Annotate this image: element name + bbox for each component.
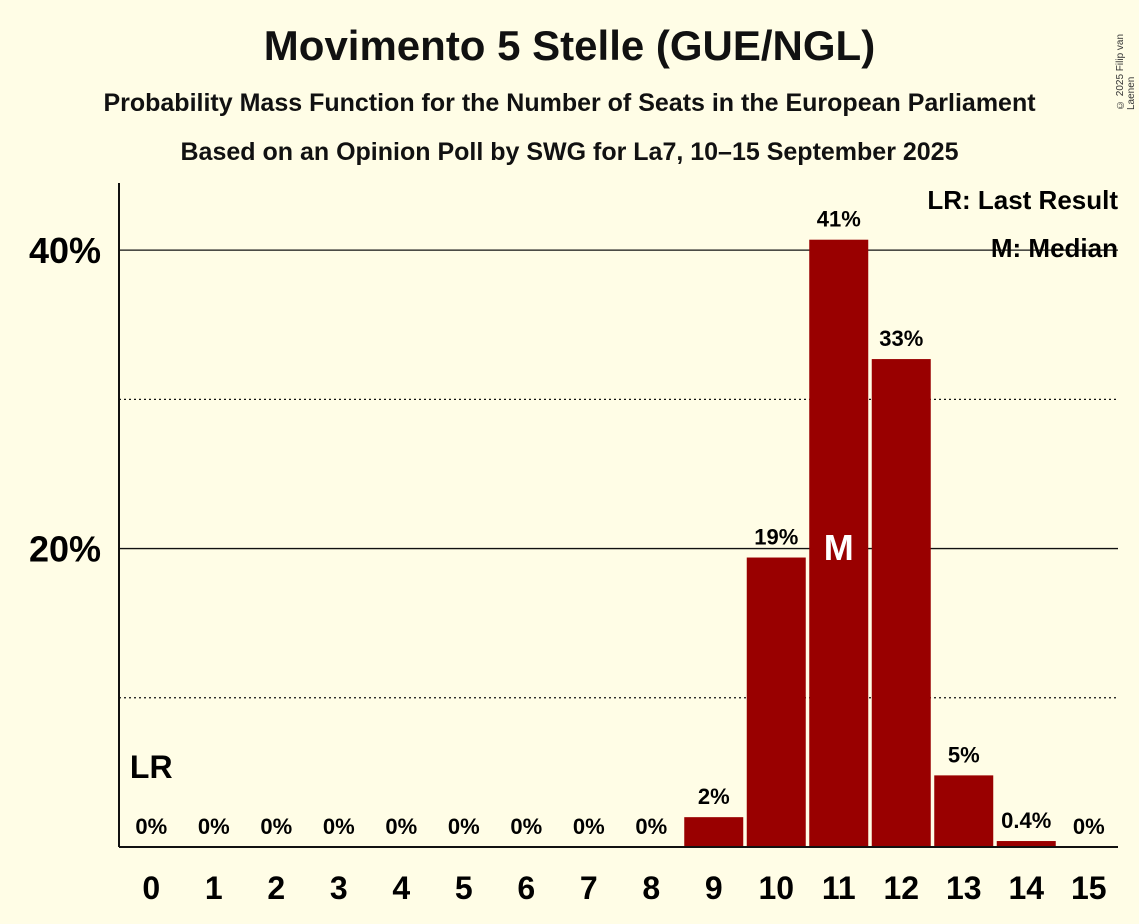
bar-seat-10 [746, 557, 806, 847]
legend-median: M: Median [991, 233, 1118, 263]
bar-seat-14 [996, 841, 1056, 847]
x-tick-label-15: 15 [1071, 870, 1107, 906]
x-tick-label-13: 13 [946, 870, 982, 906]
x-tick-label-1: 1 [205, 870, 223, 906]
x-tick-label-11: 11 [822, 870, 856, 906]
bars [684, 239, 1056, 848]
value-label-seat-11: 41% [817, 207, 861, 232]
x-tick-label-2: 2 [267, 870, 285, 906]
chart-subtitle: Probability Mass Function for the Number… [103, 89, 1036, 117]
last-result-marker: LR [130, 749, 173, 785]
value-label-seat-4: 0% [385, 814, 417, 839]
x-tick-label-10: 10 [758, 870, 794, 906]
value-label-seat-13: 5% [948, 742, 980, 767]
bar-seat-12 [871, 359, 931, 847]
legend: LR: Last Result M: Median [927, 185, 1118, 263]
x-tick-label-14: 14 [1008, 870, 1044, 906]
value-label-seat-3: 0% [323, 814, 355, 839]
x-tick-label-7: 7 [580, 870, 598, 906]
value-label-seat-6: 0% [510, 814, 542, 839]
median-marker: M [824, 527, 854, 568]
x-tick-label-4: 4 [392, 870, 410, 906]
legend-last-result: LR: Last Result [927, 185, 1118, 215]
value-label-seat-1: 0% [198, 814, 230, 839]
bar-seat-11 [809, 239, 869, 848]
chart-title: Movimento 5 Stelle (GUE/NGL) [263, 22, 876, 69]
value-label-seat-2: 0% [260, 814, 292, 839]
x-tick-label-9: 9 [705, 870, 723, 906]
x-tick-label-8: 8 [642, 870, 660, 906]
value-label-seat-0: 0% [135, 814, 167, 839]
x-tick-label-6: 6 [517, 870, 535, 906]
y-tick-label-20: 20% [29, 529, 101, 570]
x-tick-label-0: 0 [142, 870, 160, 906]
bar-seat-13 [934, 775, 994, 847]
bar-seat-9 [684, 817, 744, 847]
value-label-seat-10: 19% [754, 525, 798, 550]
value-label-seat-9: 2% [698, 784, 730, 809]
x-tick-label-3: 3 [330, 870, 348, 906]
value-label-seat-14: 0.4% [1001, 808, 1051, 833]
gridlines [119, 249, 1118, 699]
value-label-seat-15: 0% [1073, 814, 1105, 839]
x-tick-label-5: 5 [455, 870, 473, 906]
value-label-seat-12: 33% [879, 326, 923, 351]
chart-subtitle-source: Based on an Opinion Poll by SWG for La7,… [180, 138, 959, 166]
value-label-seat-7: 0% [573, 814, 605, 839]
value-label-seat-5: 0% [448, 814, 480, 839]
x-tick-label-12: 12 [883, 870, 919, 906]
value-labels: 0% 0% 0% 0% 0% 0% 0% 0% 0% 2% 19% 41% 33% 5% 0.4% 0% M LR [130, 207, 1105, 839]
axes: 20%40%0 1 2 3 4 5 6 7 8 9 10 11 12 13 14 15 [29, 183, 1118, 906]
y-tick-label-40: 40% [29, 230, 101, 271]
value-label-seat-8: 0% [635, 814, 667, 839]
